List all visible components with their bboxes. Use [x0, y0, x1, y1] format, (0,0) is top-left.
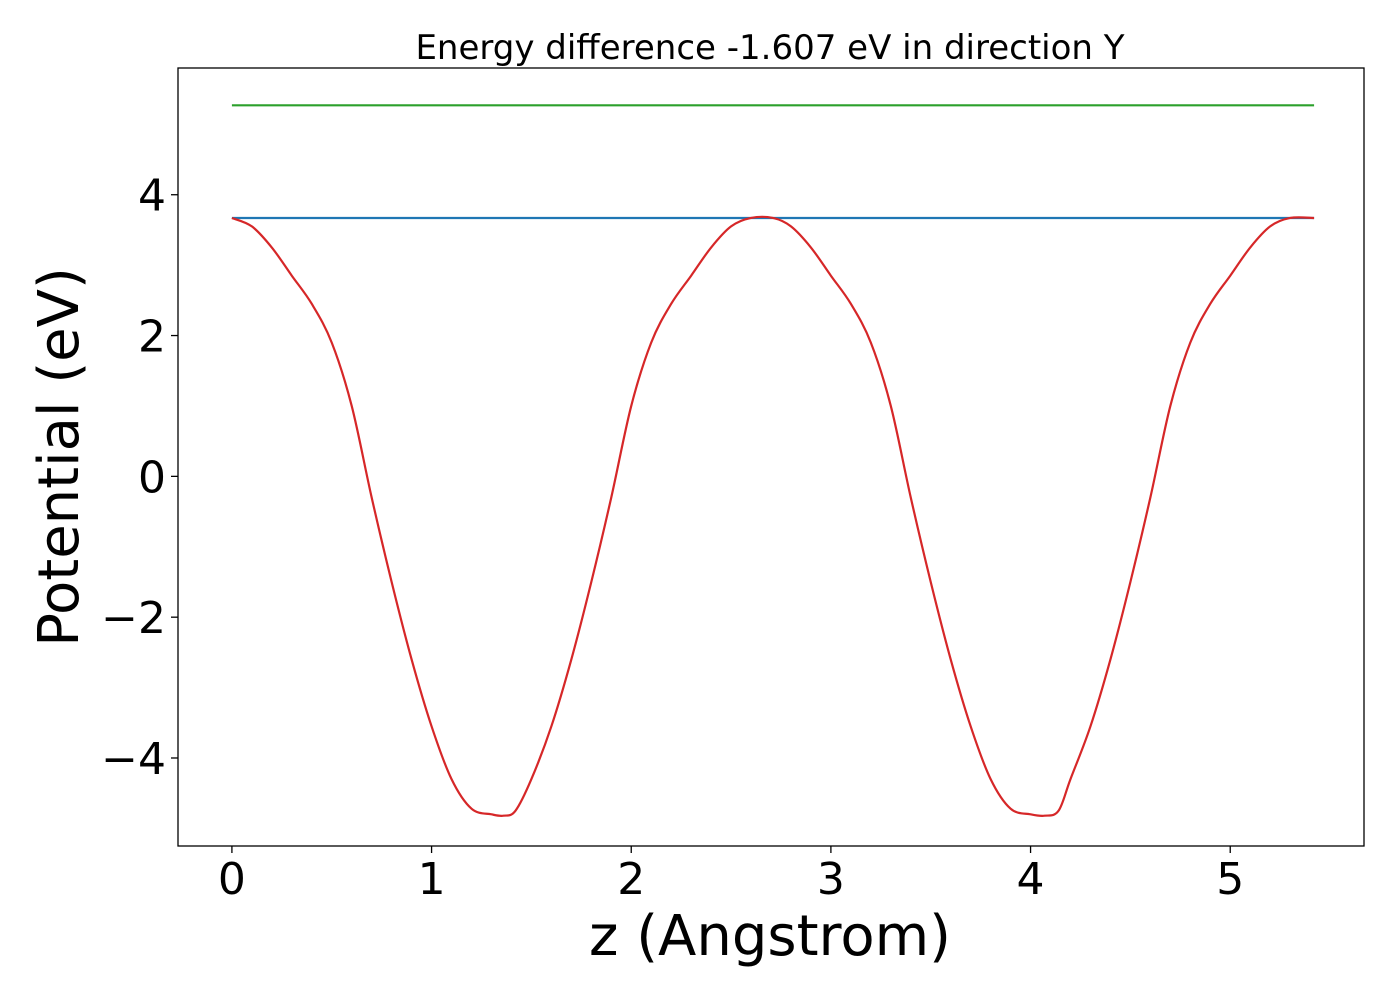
x-ticks: 0 1 2 3 4 5 — [218, 846, 1244, 905]
y-ticks: −4 −2 0 2 4 — [101, 171, 178, 785]
y-axis-title: Potential (eV) — [27, 267, 92, 647]
y-tick-label: 0 — [138, 452, 166, 503]
series-line-2 — [231, 215, 1315, 818]
y-tick-label: 4 — [138, 171, 166, 222]
plot-frame — [177, 67, 1365, 847]
x-tick-label: 3 — [817, 854, 845, 905]
x-tick-label: 1 — [418, 854, 446, 905]
chart-title: Energy difference -1.607 eV in direction… — [415, 28, 1124, 68]
x-axis-title: z (Angstrom) — [589, 904, 951, 969]
y-tick-label: 2 — [138, 312, 166, 363]
x-tick-label: 5 — [1216, 854, 1244, 905]
x-tick-label: 2 — [617, 854, 645, 905]
y-tick-label: −2 — [101, 593, 166, 644]
y-tick-label: −4 — [101, 734, 166, 785]
x-tick-label: 4 — [1017, 854, 1045, 905]
x-tick-label: 0 — [218, 854, 246, 905]
series-layer — [231, 104, 1315, 818]
